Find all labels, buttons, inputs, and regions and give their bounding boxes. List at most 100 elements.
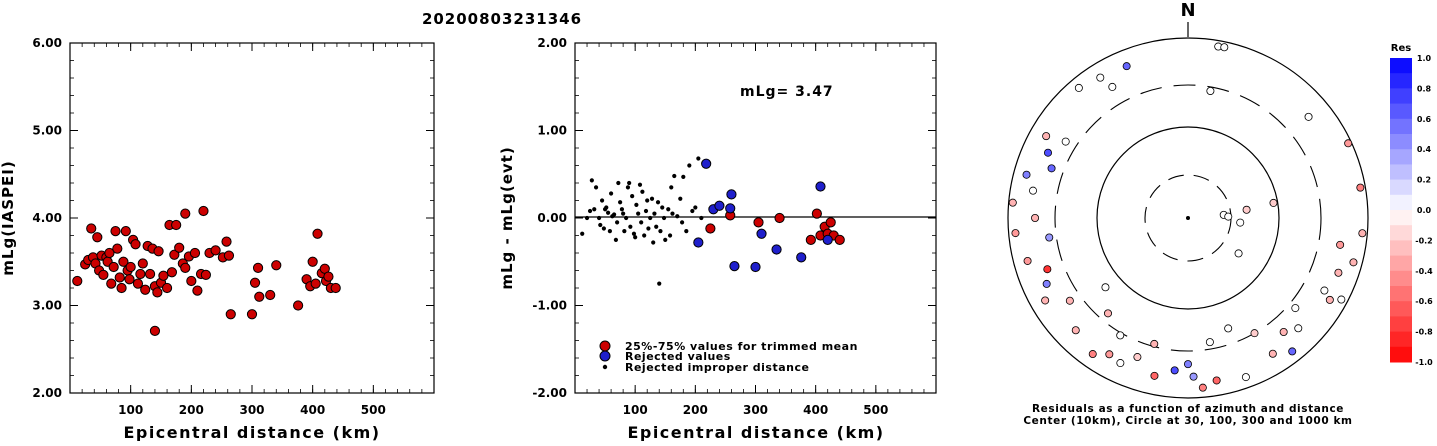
improper-distance-point: [622, 229, 627, 234]
colorbar-tick-label: 0.2: [1417, 176, 1431, 185]
station-residual-marker: [1220, 43, 1229, 52]
map-caption-line2: Center (10km), Circle at 30, 100, 300 an…: [1023, 415, 1352, 427]
plot2-mlg-annotation: mLg= 3.47: [740, 84, 834, 100]
x-tick-label: 300: [743, 403, 768, 417]
rejected-residual-point: [750, 261, 761, 273]
circle-300km: [1054, 84, 1322, 352]
station-residual-marker: [1279, 328, 1288, 337]
station-residual-marker: [1150, 371, 1159, 380]
station-residual-marker: [1344, 139, 1353, 148]
station-residual-marker: [1031, 213, 1040, 222]
station-magnitude-point: [110, 226, 121, 237]
improper-distance-point: [612, 212, 617, 217]
colorbar-tick-label: -1.0: [1415, 358, 1433, 367]
plot2-y-tick-labels: -2.00 -1.00 0.00 1.00 2.00: [532, 36, 567, 400]
station-residual-marker: [1288, 347, 1297, 356]
colorbar-tick-label: 1.0: [1417, 54, 1432, 63]
station-magnitude-point: [171, 219, 182, 231]
plot1-points: [72, 205, 341, 336]
legend-marker-accepted: [599, 340, 611, 352]
colorbar-tick-label: -0.2: [1415, 236, 1433, 245]
station-magnitude-point: [86, 223, 97, 234]
rejected-residual-point: [796, 252, 807, 263]
station-residual-marker: [1269, 198, 1278, 207]
station-magnitude-point: [252, 262, 264, 273]
improper-distance-point: [615, 220, 620, 225]
station-magnitude-point: [106, 278, 117, 289]
station-magnitude-point: [118, 256, 129, 267]
rejected-residual-point: [714, 200, 725, 211]
y-tick-label: 2.00: [32, 386, 62, 400]
station-residual-marker: [1320, 286, 1329, 295]
station-residual-marker: [1116, 359, 1125, 368]
station-residual-marker: [1337, 295, 1346, 304]
improper-distance-point: [625, 185, 631, 190]
station-magnitude-point: [249, 277, 261, 288]
improper-distance-point: [627, 180, 632, 186]
station-magnitude-point: [330, 282, 341, 294]
accepted-residual-point: [705, 223, 716, 234]
station-magnitude-point: [192, 285, 203, 296]
improper-distance-point: [589, 178, 594, 183]
station-magnitude-point: [223, 250, 235, 261]
plot1-tick-marks: [69, 42, 435, 394]
improper-distance-point: [587, 208, 593, 214]
colorbar-swatch: [1390, 225, 1412, 241]
improper-distance-point: [646, 226, 651, 231]
colorbar-swatch: [1390, 194, 1412, 211]
improper-distance-point: [596, 215, 602, 221]
station-magnitude-point: [125, 261, 136, 273]
improper-distance-point: [631, 231, 637, 236]
improper-distance-point: [640, 189, 645, 194]
station-residual-marker: [1184, 360, 1193, 369]
station-residual-marker: [1096, 73, 1105, 82]
colorbar-swatch: [1390, 210, 1412, 226]
improper-distance-point: [658, 229, 663, 234]
x-tick-label: 300: [239, 403, 264, 417]
improper-distance-point: [696, 156, 701, 161]
station-magnitude-point: [72, 275, 83, 287]
colorbar-swatch: [1390, 118, 1412, 135]
colorbar-swatch: [1390, 286, 1412, 302]
improper-distance-point: [684, 229, 689, 234]
station-residual-marker: [1042, 132, 1051, 141]
rejected-residual-point: [725, 203, 736, 214]
y-tick-label: 4.00: [32, 211, 62, 225]
colorbar-tick-label: 0.6: [1417, 115, 1432, 124]
x-tick-label: 400: [300, 403, 325, 417]
improper-distance-point: [660, 205, 665, 210]
accepted-residual-point: [805, 234, 816, 245]
station-magnitude-point: [104, 247, 115, 259]
station-residual-marker: [1065, 296, 1074, 305]
station-residual-marker: [1356, 183, 1365, 192]
station-residual-marker: [1011, 229, 1020, 238]
station-magnitude-point: [132, 278, 144, 289]
colorbar-tick-label: 0.8: [1417, 84, 1432, 93]
rejected-residual-point: [701, 158, 712, 169]
improper-distance-point: [679, 220, 685, 225]
station-residual-marker: [1198, 383, 1207, 392]
station-residual-marker: [1205, 338, 1214, 347]
improper-distance-point: [669, 185, 674, 190]
improper-distance-point: [643, 208, 649, 214]
station-magnitude-point: [198, 205, 209, 217]
improper-distance-point: [687, 163, 692, 168]
station-magnitude-point: [98, 269, 109, 280]
epicenter-marker: [1186, 216, 1190, 220]
colorbar-swatches: [1390, 58, 1412, 363]
station-magnitude-point: [92, 232, 103, 243]
colorbar-swatch: [1390, 88, 1412, 105]
legend-label-improper: Rejected improper distance: [625, 361, 809, 374]
accepted-residual-point: [825, 217, 836, 228]
improper-distance-point: [633, 235, 638, 240]
azimuth-residual-map: N Residuals as a function of azimuth and…: [1007, 0, 1369, 427]
plot1-y-tick-labels: 2.00 3.00 4.00 5.00 6.00: [32, 36, 62, 400]
improper-distance-point: [678, 196, 683, 201]
improper-distance-point: [599, 198, 605, 203]
plot2-x-tick-labels: 100 200 300 400 500: [623, 403, 889, 417]
station-residual-marker: [1105, 350, 1114, 359]
station-magnitude-point: [180, 262, 191, 273]
improper-distance-point: [672, 173, 677, 179]
station-residual-marker: [1291, 304, 1300, 313]
